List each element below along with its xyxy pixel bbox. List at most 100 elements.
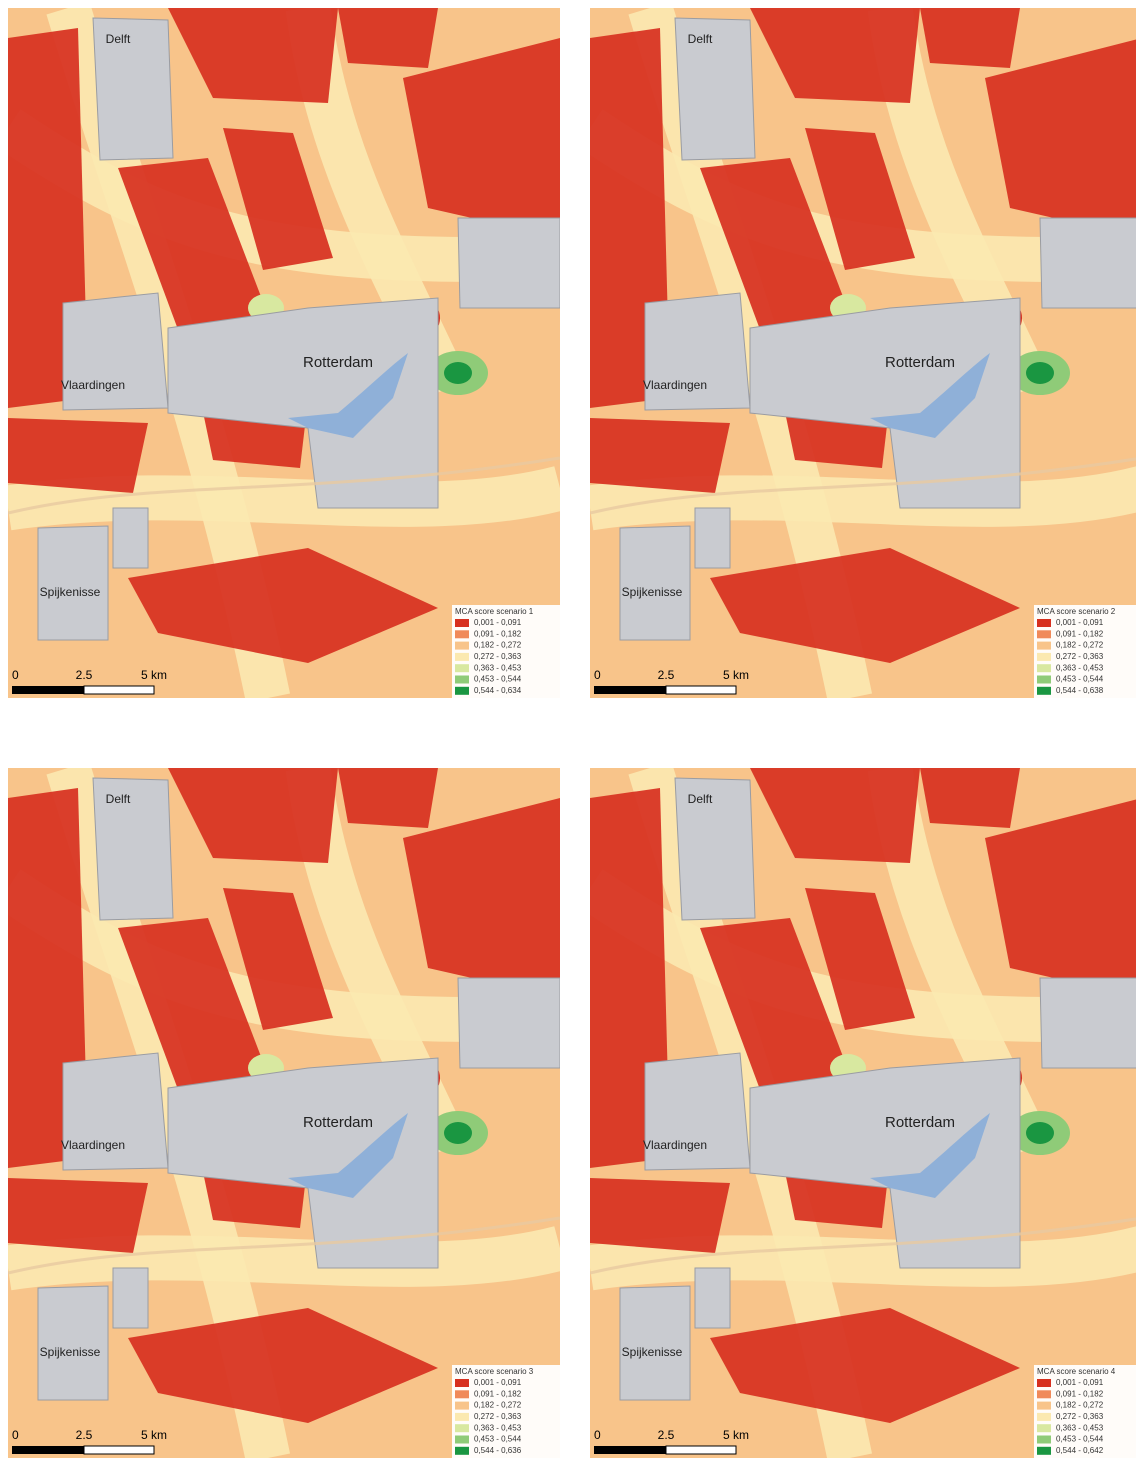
legend-swatch <box>1037 619 1051 627</box>
legend-swatch <box>455 1402 469 1410</box>
legend-label: 0,453 - 0,544 <box>1056 675 1104 684</box>
urban-area <box>113 508 148 568</box>
legend-title: MCA score scenario 2 <box>1037 607 1116 616</box>
legend-swatch <box>455 1379 469 1387</box>
legend-swatch <box>1037 1447 1051 1455</box>
legend-swatch <box>1037 1390 1051 1398</box>
legend-swatch <box>455 676 469 684</box>
legend-swatch <box>455 1390 469 1398</box>
scale-label: 2.5 <box>658 1428 675 1442</box>
scale-bar <box>12 1446 84 1454</box>
place-label: Spijkenisse <box>40 1345 101 1359</box>
legend-label: 0,453 - 0,544 <box>1056 1435 1104 1444</box>
place-label: Rotterdam <box>885 354 955 371</box>
suitability-zone <box>1026 1122 1054 1144</box>
place-label: Vlaardingen <box>643 1138 707 1152</box>
urban-area <box>1040 218 1136 308</box>
map-panel: DelftRotterdamVlaardingenSpijkenisseMCA … <box>8 768 560 1458</box>
legend-label: 0,001 - 0,091 <box>474 618 522 627</box>
legend-swatch <box>1037 676 1051 684</box>
legend-swatch <box>455 687 469 695</box>
legend-swatch <box>1037 1379 1051 1387</box>
scale-bar <box>84 686 154 694</box>
place-label: Spijkenisse <box>40 585 101 599</box>
legend-swatch <box>1037 642 1051 650</box>
legend-label: 0,091 - 0,182 <box>1056 629 1104 638</box>
place-label: Delft <box>688 32 713 46</box>
legend-label: 0,544 - 0,638 <box>1056 686 1104 695</box>
suitability-zone <box>590 1178 730 1253</box>
legend-label: 0,544 - 0,634 <box>474 686 522 695</box>
legend-swatch <box>455 642 469 650</box>
scale-label: 0 <box>12 668 19 682</box>
urban-area <box>645 293 750 410</box>
legend-label: 0,091 - 0,182 <box>474 629 522 638</box>
legend-label: 0,182 - 0,272 <box>1056 1401 1104 1410</box>
urban-area <box>113 1268 148 1328</box>
scale-label: 5 km <box>141 1428 167 1442</box>
place-label: Rotterdam <box>303 354 373 371</box>
scale-label: 5 km <box>141 668 167 682</box>
legend-swatch <box>455 664 469 672</box>
legend-title: MCA score scenario 3 <box>455 1367 534 1376</box>
legend-label: 0,363 - 0,453 <box>1056 663 1104 672</box>
legend-swatch <box>1037 664 1051 672</box>
legend-swatch <box>455 1436 469 1444</box>
legend-label: 0,272 - 0,363 <box>1056 1412 1104 1421</box>
legend-swatch <box>1037 1424 1051 1432</box>
scale-bar <box>666 1446 736 1454</box>
legend-label: 0,544 - 0,642 <box>1056 1446 1104 1455</box>
legend-swatch <box>1037 1402 1051 1410</box>
page: Delft Rotterdam Vlaardingen Spijkenisse MCA … <box>0 0 1136 1461</box>
place-label: Delft <box>688 792 713 806</box>
place-label: Delft <box>106 32 131 46</box>
legend-label: 0,363 - 0,453 <box>474 663 522 672</box>
urban-area <box>620 526 690 640</box>
suitability-zone <box>920 768 1020 828</box>
legend-label: 0,363 - 0,453 <box>474 1423 522 1432</box>
legend-swatch <box>455 1413 469 1421</box>
place-label: Vlaardingen <box>61 378 125 392</box>
urban-area <box>38 526 108 640</box>
legend-swatch <box>455 1424 469 1432</box>
legend-label: 0,272 - 0,363 <box>1056 652 1104 661</box>
scale-label: 2.5 <box>76 668 93 682</box>
legend-label: 0,091 - 0,182 <box>1056 1389 1104 1398</box>
legend-label: 0,001 - 0,091 <box>1056 1378 1104 1387</box>
legend-title: MCA score scenario 4 <box>1037 1367 1116 1376</box>
place-label: Spijkenisse <box>622 585 683 599</box>
place-label: Vlaardingen <box>643 378 707 392</box>
legend-label: 0,544 - 0,636 <box>474 1446 522 1455</box>
scale-label: 0 <box>594 668 601 682</box>
suitability-zone <box>444 1122 472 1144</box>
legend-label: 0,272 - 0,363 <box>474 652 522 661</box>
place-label: Vlaardingen <box>61 1138 125 1152</box>
map-panel: Delft Rotterdam Vlaardingen Spijkenisse MCA … <box>590 8 1136 698</box>
legend-label: 0,001 - 0,091 <box>474 1378 522 1387</box>
suitability-zone <box>338 768 438 828</box>
urban-area <box>63 1053 168 1170</box>
scale-label: 2.5 <box>76 1428 93 1442</box>
urban-area <box>645 1053 750 1170</box>
legend-label: 0,453 - 0,544 <box>474 1435 522 1444</box>
legend-swatch <box>1037 1413 1051 1421</box>
map-panel: DelftRotterdamVlaardingenSpijkenisseMCA … <box>8 8 560 698</box>
legend-swatch <box>1037 653 1051 661</box>
scale-bar <box>84 1446 154 1454</box>
urban-area <box>63 293 168 410</box>
legend-label: 0,363 - 0,453 <box>1056 1423 1104 1432</box>
urban-area <box>695 1268 730 1328</box>
legend-label: 0,182 - 0,272 <box>474 1401 522 1410</box>
scale-label: 5 km <box>723 668 749 682</box>
suitability-zone <box>338 8 438 68</box>
scale-label: 0 <box>594 1428 601 1442</box>
legend-label: 0,453 - 0,544 <box>474 675 522 684</box>
legend-label: 0,272 - 0,363 <box>474 1412 522 1421</box>
legend-swatch <box>455 619 469 627</box>
urban-area <box>458 218 560 308</box>
legend-swatch <box>1037 687 1051 695</box>
suitability-zone <box>8 418 148 493</box>
urban-area <box>695 508 730 568</box>
urban-area <box>38 1286 108 1400</box>
suitability-zone <box>444 362 472 384</box>
